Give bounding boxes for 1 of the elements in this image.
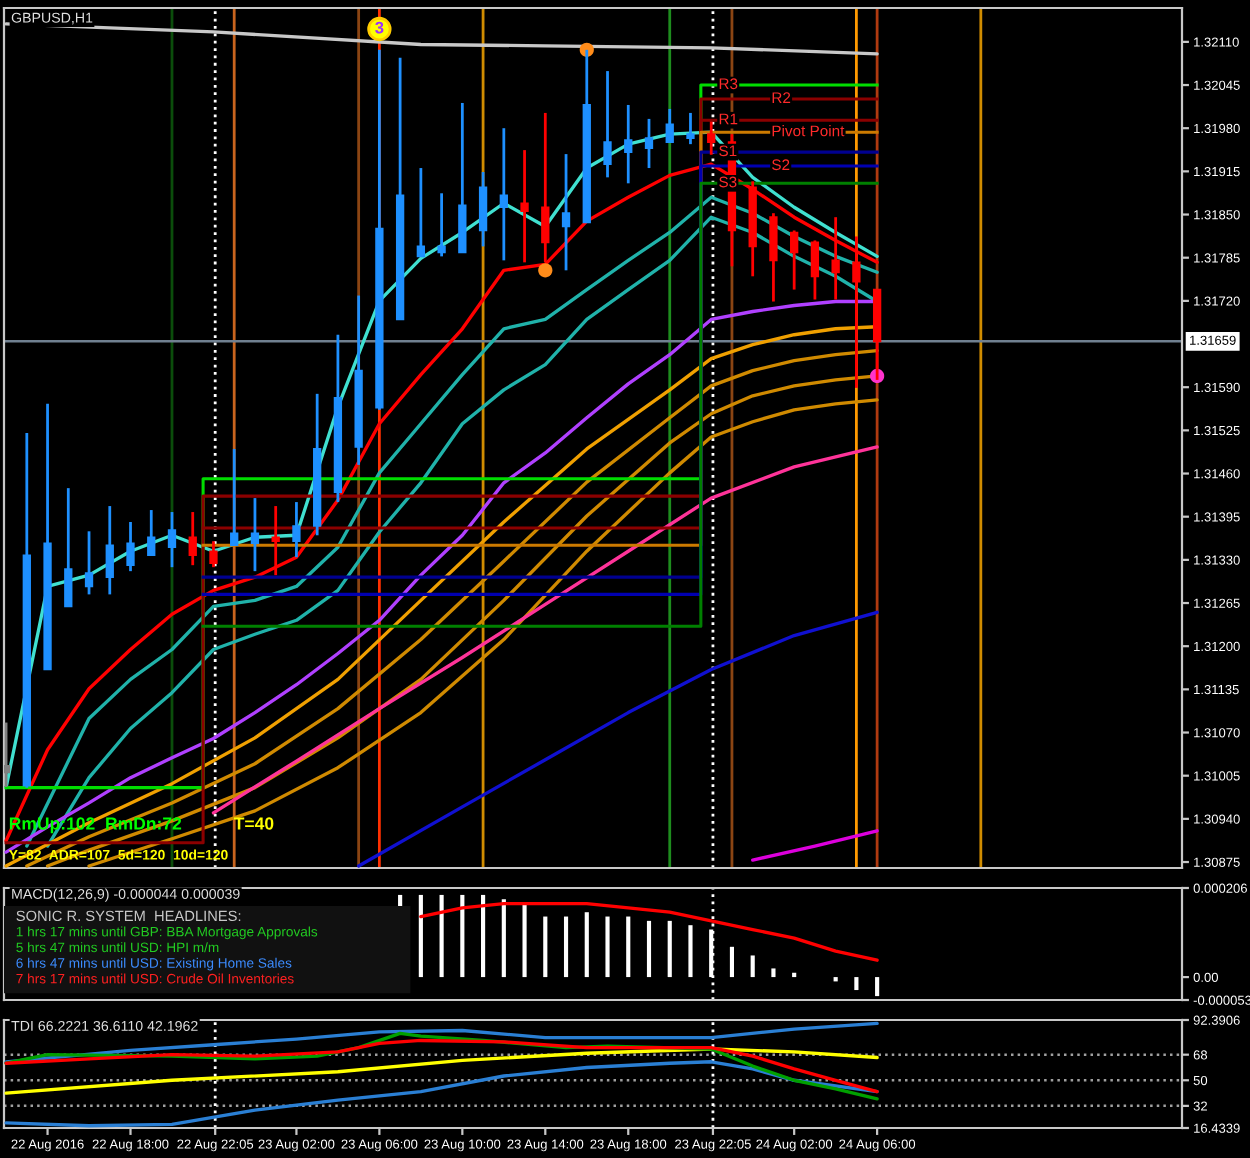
annotation: 3 xyxy=(375,21,384,34)
